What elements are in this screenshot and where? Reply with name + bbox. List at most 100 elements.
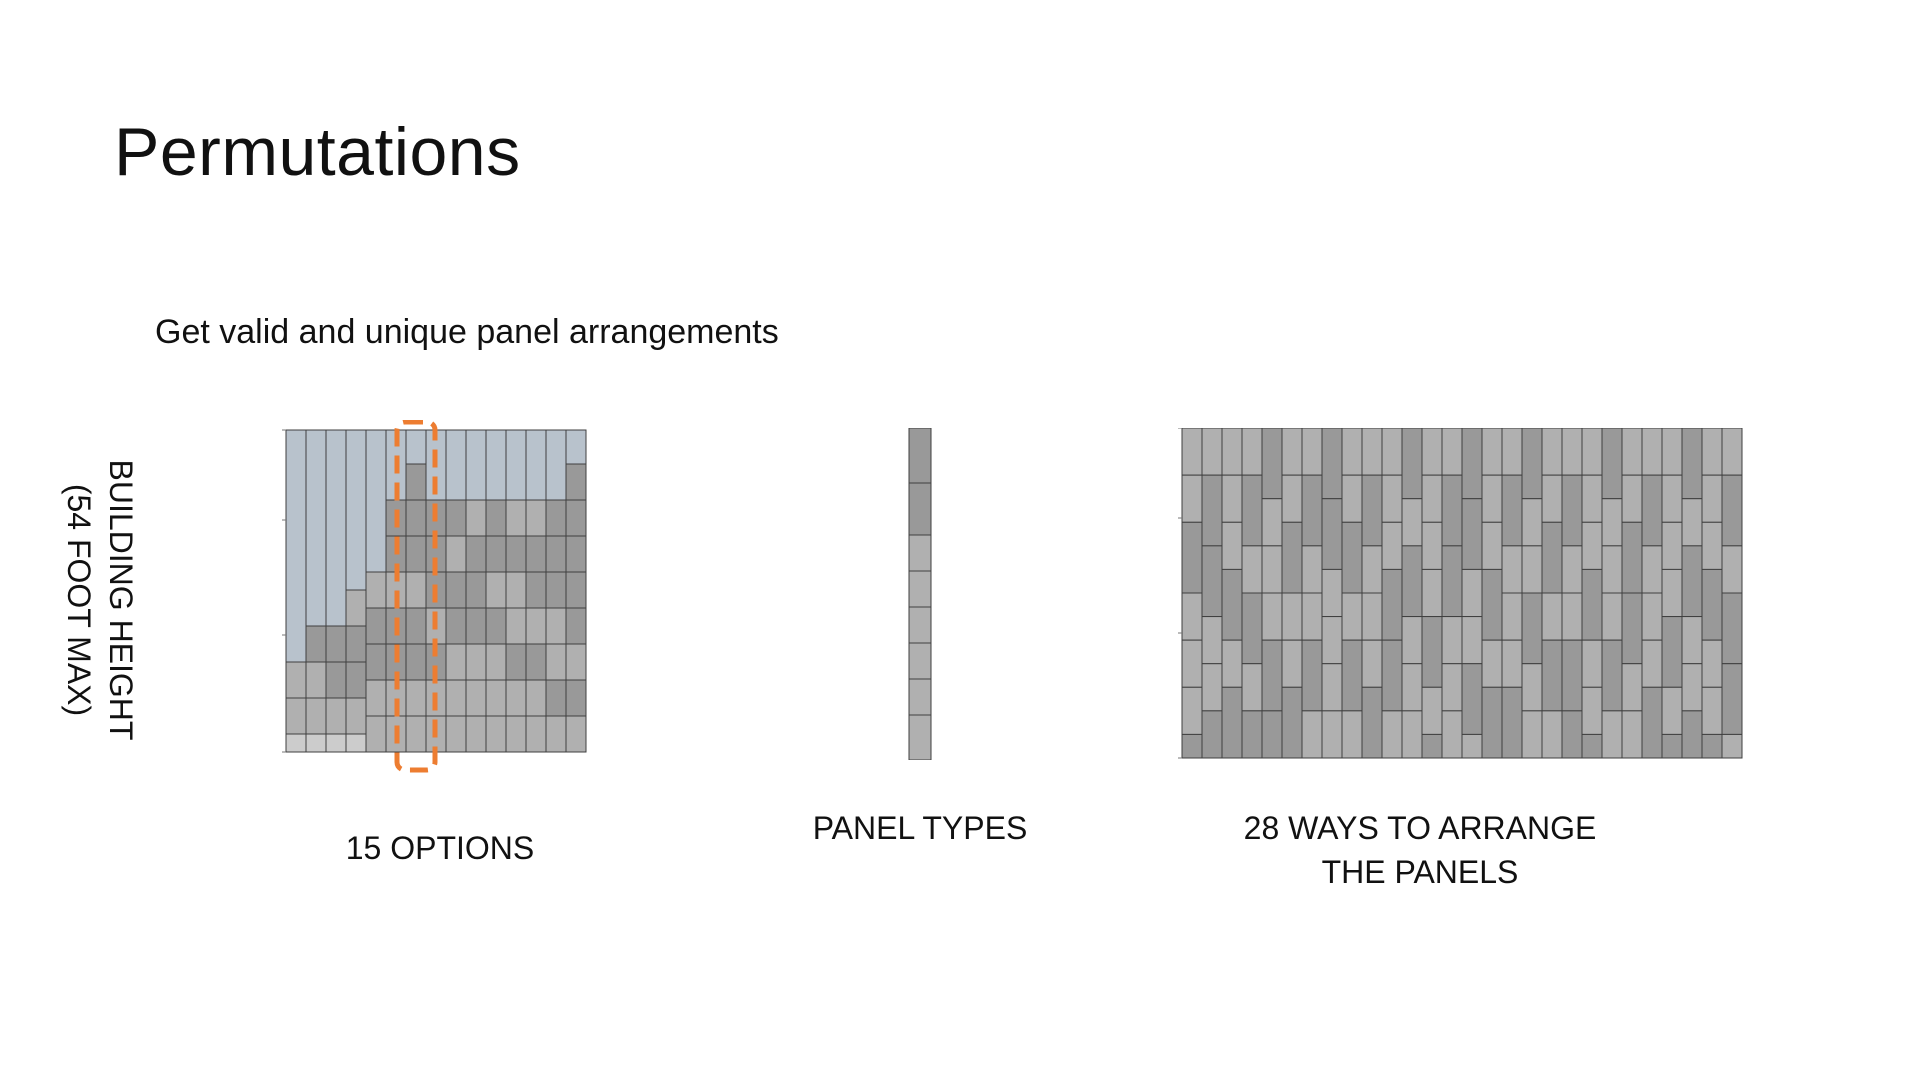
arranged-panel [1201, 474, 1223, 547]
arranged-panel [1641, 474, 1663, 547]
arranged-panel [1461, 616, 1483, 665]
panel-type [908, 678, 932, 716]
arranged-panel [1561, 474, 1583, 547]
arranged-panel [1261, 710, 1283, 759]
stacked-panel [565, 535, 587, 573]
arranged-panel [1701, 474, 1723, 523]
arrangements-caption-line1: 28 WAYS TO ARRANGE [1243, 810, 1597, 846]
arranged-panel [1401, 616, 1423, 665]
stacked-panel [365, 607, 387, 645]
arranged-panel [1321, 568, 1343, 618]
arranged-panel [1341, 592, 1363, 641]
stacked-panel [365, 715, 387, 753]
stacked-panel [445, 571, 467, 609]
arranged-panel [1301, 474, 1323, 547]
stacked-panel [405, 715, 427, 753]
arranged-panel [1721, 733, 1743, 759]
arranged-panel [1641, 592, 1663, 641]
arranged-panel [1241, 474, 1263, 547]
arranged-panel [1221, 639, 1243, 688]
arranged-panel [1461, 498, 1483, 570]
arranged-panel [1621, 428, 1643, 476]
stacked-panel [405, 499, 427, 537]
arranged-panel [1181, 474, 1203, 523]
stacked-panel [465, 571, 487, 609]
arranged-panel [1301, 545, 1323, 594]
arranged-panel [1181, 639, 1203, 688]
arranged-panel [1461, 733, 1483, 759]
panel-type [908, 606, 932, 644]
arranged-panel [1541, 710, 1563, 759]
arranged-panel [1521, 710, 1543, 759]
arranged-panel [1221, 686, 1243, 759]
stacked-panel [545, 679, 567, 717]
arranged-panel [1601, 545, 1623, 594]
stacked-panel [565, 607, 587, 645]
arranged-panel [1181, 686, 1203, 735]
arranged-panel [1561, 710, 1583, 759]
arranged-panel [1601, 710, 1623, 759]
arranged-panel [1481, 521, 1503, 570]
panel-arrangements-diagram [1178, 428, 1743, 759]
arranged-panel [1381, 428, 1403, 476]
stacked-panel [325, 625, 347, 663]
arranged-panel [1221, 568, 1243, 641]
arranged-panel [1421, 686, 1443, 735]
stacked-panel [565, 679, 587, 717]
arranged-panel [1301, 639, 1323, 712]
panel-type [908, 428, 932, 484]
arranged-panel [1701, 521, 1723, 570]
arranged-panel [1441, 474, 1463, 547]
stacked-panel [565, 715, 587, 753]
arranged-panel [1401, 663, 1423, 712]
arranged-panel [1661, 521, 1683, 570]
arranged-panel [1601, 639, 1623, 712]
stacked-panel [485, 535, 507, 573]
arranged-panel [1661, 686, 1683, 735]
arranged-panel [1561, 428, 1583, 476]
arranged-panel [1481, 639, 1503, 688]
stacked-panel [305, 661, 327, 699]
arranged-panel [1261, 639, 1283, 712]
panel-type [908, 714, 932, 760]
arranged-panel [1241, 663, 1263, 712]
arranged-panel [1241, 545, 1263, 594]
building-height-label-line1: BUILDING HEIGHT [103, 459, 139, 741]
stacked-panel [285, 661, 307, 699]
arranged-panel [1381, 521, 1403, 570]
stacked-panel [485, 715, 507, 753]
arranged-panel [1441, 428, 1463, 476]
stacked-panel [545, 607, 567, 645]
building-height-label-line2: (54 FOOT MAX) [61, 483, 97, 717]
building-height-label: BUILDING HEIGHT (54 FOOT MAX) [58, 450, 142, 750]
arranged-panel [1521, 592, 1543, 665]
arranged-panel [1201, 545, 1223, 618]
arranged-panel [1401, 498, 1423, 547]
arranged-panel [1281, 521, 1303, 594]
arranged-panel [1341, 639, 1363, 712]
arranged-panel [1581, 639, 1603, 688]
arranged-panel [1701, 568, 1723, 641]
arranged-panel [1501, 686, 1523, 759]
arranged-panel [1241, 592, 1263, 665]
arranged-panel [1441, 616, 1463, 665]
arranged-panel [1521, 428, 1543, 500]
arranged-panel [1281, 592, 1303, 641]
arranged-panel [1301, 428, 1323, 476]
arranged-panel [1381, 568, 1403, 641]
arranged-panel [1721, 545, 1743, 594]
arranged-panel [1621, 474, 1643, 523]
arranged-panel [1581, 686, 1603, 735]
arranged-panel [1461, 568, 1483, 618]
arranged-panel [1221, 474, 1243, 523]
stacked-panel [445, 535, 467, 573]
arranged-panel [1681, 616, 1703, 665]
stacked-panel [525, 715, 547, 753]
arranged-panel [1341, 521, 1363, 594]
arranged-panel [1421, 521, 1443, 570]
arranged-panel [1681, 545, 1703, 618]
arranged-panel [1261, 545, 1283, 594]
stacked-panel [345, 697, 367, 735]
stacked-panel [365, 571, 387, 609]
stacked-panel [505, 643, 527, 681]
